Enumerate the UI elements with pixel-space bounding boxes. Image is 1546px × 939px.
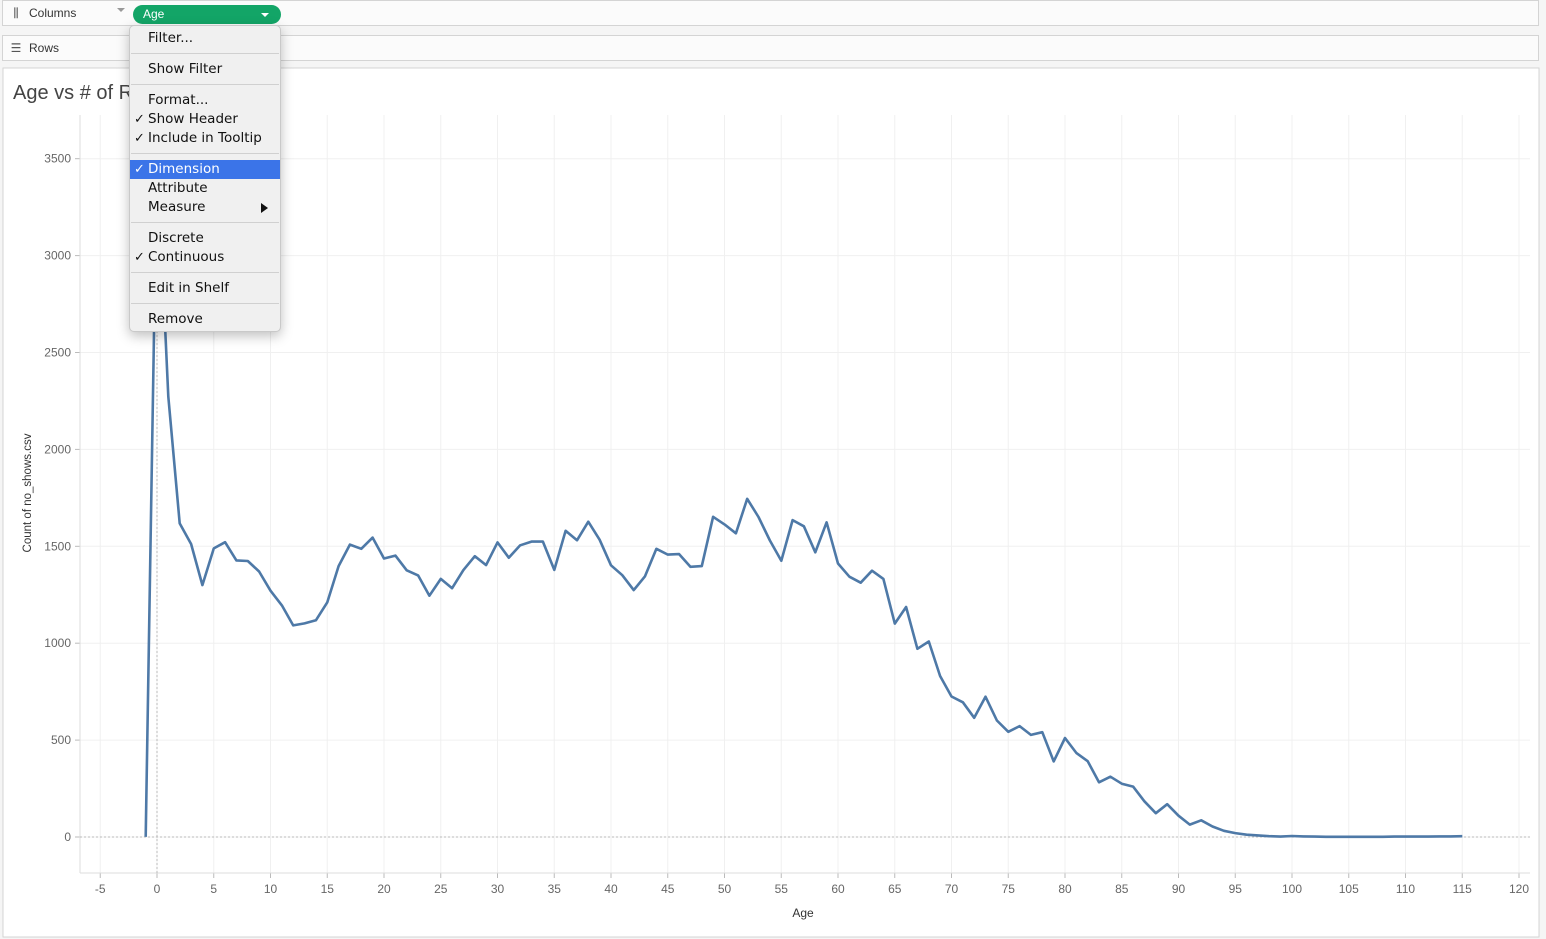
x-tick-label: 105 (1339, 882, 1359, 896)
y-tick-label: 500 (51, 733, 71, 747)
x-tick-label: 10 (264, 882, 278, 896)
x-tick-label: 35 (548, 882, 562, 896)
columns-shelf[interactable]: ⫼ Columns Age (2, 0, 1539, 26)
x-tick-label: 75 (1002, 882, 1016, 896)
x-tick-label: 100 (1282, 882, 1302, 896)
menu-item-label: Show Header (148, 111, 238, 127)
x-tick-label: 5 (210, 882, 217, 896)
menu-item-remove[interactable]: Remove (130, 310, 280, 329)
rows-icon: ☰ (10, 41, 22, 55)
menu-item-label: Measure (148, 199, 206, 215)
x-tick-label: 115 (1453, 882, 1472, 896)
checkmark-icon: ✓ (134, 250, 145, 265)
series-line[interactable] (144, 149, 1463, 839)
age-pill[interactable]: Age (133, 5, 281, 24)
menu-item-continuous[interactable]: ✓ Continuous (130, 248, 280, 267)
y-tick-label: 3500 (44, 152, 71, 166)
menu-item-label: Dimension (148, 161, 220, 177)
x-tick-label: 80 (1058, 882, 1072, 896)
menu-separator (131, 222, 279, 223)
menu-item-label: Show Filter (148, 61, 223, 77)
pill-label: Age (143, 7, 165, 21)
x-axis-label: Age (792, 906, 814, 920)
submenu-arrow-icon (261, 203, 268, 213)
menu-item-label: Discrete (148, 230, 204, 246)
x-tick-label: 45 (661, 882, 675, 896)
menu-item-label: Filter... (148, 30, 194, 46)
menu-item-label: Include in Tooltip (148, 130, 262, 146)
menu-item-label: Remove (148, 311, 203, 327)
menu-item-include-in-tooltip[interactable]: ✓ Include in Tooltip (130, 129, 280, 148)
menu-separator (131, 84, 279, 85)
columns-label-text: Columns (29, 6, 77, 20)
menu-item-label: Format... (148, 92, 209, 108)
menu-item-label: Continuous (148, 249, 225, 265)
y-tick-label: 1000 (44, 636, 71, 650)
x-tick-label: 30 (491, 882, 505, 896)
x-tick-label: 40 (604, 882, 618, 896)
x-tick-label: 25 (434, 882, 448, 896)
menu-item-show-filter[interactable]: Show Filter (130, 60, 280, 79)
x-tick-label: 120 (1509, 882, 1529, 896)
x-tick-label: 0 (154, 882, 161, 896)
menu-item-show-header[interactable]: ✓ Show Header (130, 110, 280, 129)
x-tick-label: 90 (1172, 882, 1186, 896)
chart-title: Age vs # of R (13, 82, 134, 104)
x-tick-label: 85 (1115, 882, 1129, 896)
checkmark-icon: ✓ (134, 162, 145, 177)
menu-item-attribute[interactable]: Attribute (130, 179, 280, 198)
x-tick-label: 15 (321, 882, 335, 896)
y-tick-label: 1500 (44, 539, 71, 553)
menu-separator (131, 272, 279, 273)
x-tick-label: 110 (1396, 882, 1415, 896)
menu-separator (131, 153, 279, 154)
columns-shelf-label[interactable]: ⫼ Columns (9, 1, 127, 25)
x-tick-label: 55 (775, 882, 789, 896)
menu-item-discrete[interactable]: Discrete (130, 229, 280, 248)
menu-item-edit-in-shelf[interactable]: Edit in Shelf (130, 279, 280, 298)
y-tick-label: 2000 (44, 442, 71, 456)
menu-separator (131, 53, 279, 54)
x-tick-label: 20 (377, 882, 391, 896)
menu-item-filter[interactable]: Filter... (130, 29, 280, 48)
y-tick-label: 3000 (44, 249, 71, 263)
x-tick-label: 95 (1229, 882, 1243, 896)
chevron-down-icon[interactable] (117, 8, 125, 12)
axis-ticks: -5 0 5 10 15 20 25 30 35 40 45 50 55 60 65 70 75 80 85 90 95… (44, 115, 1530, 896)
x-tick-label: 60 (831, 882, 845, 896)
rows-shelf-label[interactable]: ☰ Rows (9, 36, 127, 60)
context-menu: Filter... Show Filter Format... ✓ Show Heade… (129, 25, 281, 332)
rows-label-text: Rows (29, 41, 60, 55)
y-axis-label: Count of no_shows.csv (22, 433, 34, 552)
x-tick-label: 65 (888, 882, 902, 896)
x-tick-label: 70 (945, 882, 959, 896)
menu-item-label: Edit in Shelf (148, 280, 229, 296)
columns-icon: ⫼ (13, 5, 19, 20)
menu-item-dimension[interactable]: ✓ Dimension (130, 160, 280, 179)
menu-item-measure[interactable]: Measure (130, 198, 280, 217)
y-tick-label: 0 (64, 830, 71, 844)
checkmark-icon: ✓ (134, 112, 145, 127)
y-tick-label: 2500 (44, 346, 71, 360)
x-tick-label: 50 (718, 882, 732, 896)
checkmark-icon: ✓ (134, 131, 145, 146)
x-tick-label: -5 (95, 882, 106, 896)
menu-item-format[interactable]: Format... (130, 91, 280, 110)
menu-item-label: Attribute (148, 180, 208, 196)
pill-dropdown-icon[interactable] (261, 13, 269, 17)
menu-separator (131, 303, 279, 304)
